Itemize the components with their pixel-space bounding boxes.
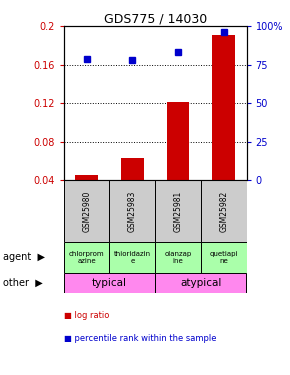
- Text: GSM25982: GSM25982: [219, 190, 228, 232]
- Bar: [166, 102, 189, 180]
- Text: ■ percentile rank within the sample: ■ percentile rank within the sample: [64, 334, 216, 343]
- Bar: [155, 273, 246, 292]
- Bar: [75, 175, 98, 180]
- Bar: [201, 180, 246, 242]
- Text: chlorprom
azine: chlorprom azine: [69, 251, 104, 264]
- Bar: [64, 180, 110, 242]
- Text: GSM25980: GSM25980: [82, 190, 91, 232]
- Text: typical: typical: [92, 278, 127, 288]
- Bar: [110, 180, 155, 242]
- Text: atypical: atypical: [180, 278, 222, 288]
- Text: other  ▶: other ▶: [3, 278, 43, 288]
- Title: GDS775 / 14030: GDS775 / 14030: [104, 12, 207, 25]
- Bar: [155, 242, 201, 273]
- Text: olanzap
ine: olanzap ine: [164, 251, 192, 264]
- Bar: [121, 158, 144, 180]
- Text: GSM25983: GSM25983: [128, 190, 137, 232]
- Text: agent  ▶: agent ▶: [3, 252, 45, 262]
- Bar: [212, 35, 235, 180]
- Text: quetiapi
ne: quetiapi ne: [209, 251, 238, 264]
- Text: thioridazin
e: thioridazin e: [114, 251, 151, 264]
- Bar: [64, 273, 155, 292]
- Text: GSM25981: GSM25981: [173, 190, 182, 232]
- Bar: [155, 180, 201, 242]
- Bar: [201, 242, 246, 273]
- Bar: [64, 242, 110, 273]
- Bar: [110, 242, 155, 273]
- Text: ■ log ratio: ■ log ratio: [64, 311, 109, 320]
